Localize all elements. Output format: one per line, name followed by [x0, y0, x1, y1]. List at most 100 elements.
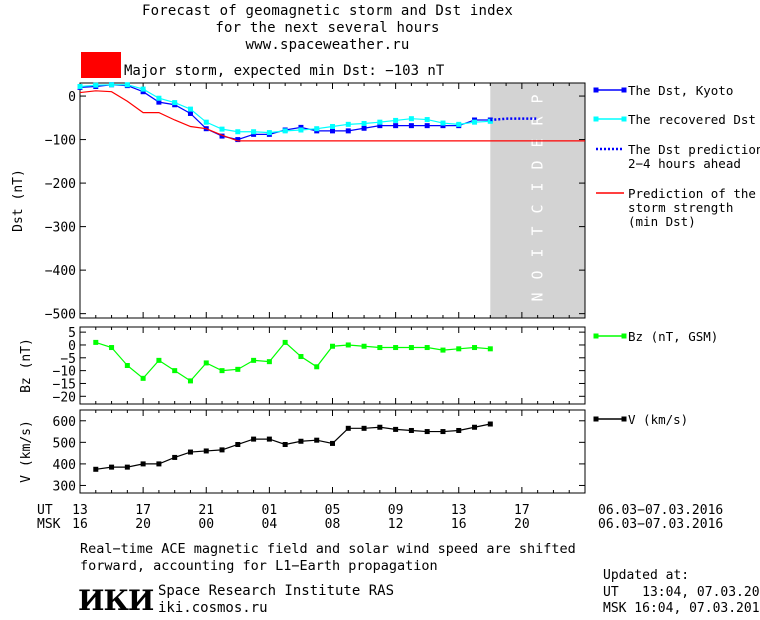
legend-label: (min Dst) [628, 214, 696, 229]
prediction-band-letter: E [529, 138, 547, 147]
v-km-s-point [140, 461, 146, 467]
ut-tick-label: 17 [514, 503, 530, 518]
institute-site[interactable]: iki.cosmos.ru [158, 600, 268, 616]
v-ytick-label: 600 [53, 415, 76, 430]
legend-marker [593, 333, 599, 339]
bz-nt-gsm-point [345, 342, 351, 348]
propagation-note-line-1: Real−time ACE magnetic field and solar w… [80, 541, 576, 557]
the-dst-kyoto-point [219, 133, 225, 139]
the-recovered-dst-point [298, 127, 304, 133]
title-line-3: www.spaceweather.ru [245, 37, 410, 53]
msk-tick-label: 04 [262, 517, 278, 532]
v-km-s-point [298, 438, 304, 444]
updated-ut: UT 13:04, 07.03.2016 [603, 585, 760, 600]
v-km-s-point [472, 424, 478, 430]
v-panel-frame [79, 409, 586, 494]
the-dst-kyoto-point [298, 124, 304, 130]
prediction-band [490, 83, 585, 318]
v-km-s-point [408, 427, 414, 433]
v-km-s-point [377, 424, 383, 430]
bz-nt-gsm-point [393, 345, 399, 351]
the-dst-kyoto-point [440, 123, 446, 129]
legend-marker [621, 87, 627, 93]
prediction-band-letter: P [529, 94, 547, 103]
the-dst-kyoto-point [187, 110, 193, 116]
v-ytick-label: 400 [53, 458, 76, 473]
bz-nt-gsm-point [109, 345, 115, 351]
ut-tick-label: 01 [262, 503, 278, 518]
the-recovered-dst-point [456, 121, 462, 127]
v-km-s-point [235, 441, 241, 447]
v-km-s-point [487, 421, 493, 427]
v-km-s-point [440, 429, 446, 435]
the-recovered-dst-point [408, 116, 414, 122]
bz-nt-gsm-point [330, 343, 335, 349]
bz-nt-gsm-point [203, 360, 209, 366]
v-km-s-point [314, 437, 320, 443]
bz-panel-frame [79, 326, 586, 405]
legend-label: V (km/s) [628, 412, 688, 427]
the-dst-kyoto-point [140, 89, 146, 95]
v-km-s-point [109, 464, 115, 470]
msk-tick-label: 20 [514, 517, 530, 532]
bz-nt-gsm-point [361, 343, 367, 349]
msk-tick-label: 16 [72, 517, 88, 532]
the-recovered-dst-point [235, 129, 241, 135]
bz-nt-gsm-point [298, 354, 304, 360]
the-recovered-dst-point [345, 121, 351, 127]
bz-ytick-label: −10 [53, 365, 76, 380]
the-recovered-dst-point [124, 82, 130, 88]
the-recovered-dst-point [282, 128, 288, 134]
bz-ytick-label: −15 [53, 377, 76, 392]
v-km-s-point [345, 425, 351, 431]
bz-nt-gsm-point [219, 368, 225, 374]
the-recovered-dst-point [377, 119, 383, 125]
bz-nt-gsm-point [377, 345, 383, 351]
updated-label: Updated at: [603, 568, 690, 583]
the-recovered-dst-point [77, 83, 83, 89]
the-dst-kyoto-point [156, 99, 162, 105]
storm-level-label: Major storm, expected min Dst: −103 nT [124, 63, 445, 79]
the-recovered-dst-point [487, 118, 493, 124]
the-dst-kyoto-point [393, 123, 399, 129]
v-km-s-line [95, 423, 491, 470]
dst-y-axis-label: Dst (nT) [11, 169, 26, 232]
bz-ytick-label: −20 [53, 390, 76, 405]
v-km-s-point [187, 449, 193, 455]
the-recovered-dst-point [251, 129, 257, 135]
legend-label: Bz (nT, GSM) [628, 329, 718, 344]
the-recovered-dst-point [109, 82, 115, 88]
bz-nt-gsm-point [282, 339, 288, 345]
v-y-axis-label: V (km/s) [19, 420, 34, 483]
legend-label: 2−4 hours ahead [628, 156, 741, 171]
dst-ytick-label: −200 [45, 177, 76, 192]
the-dst-kyoto-point [235, 137, 241, 143]
legend-label: The recovered Dst [628, 112, 756, 127]
v-km-s-point [424, 429, 430, 435]
legend-marker [621, 333, 627, 339]
the-recovered-dst-point [424, 117, 430, 123]
legend-marker [621, 416, 627, 422]
v-ytick-label: 500 [53, 436, 76, 451]
updated-msk: MSK 16:04, 07.03.2016 [603, 601, 760, 616]
dst-ytick-label: −300 [45, 221, 76, 236]
dst-ytick-label: −400 [45, 264, 76, 279]
msk-tick-label: 08 [325, 517, 341, 532]
bz-ytick-label: −5 [60, 352, 76, 367]
legend-marker [593, 87, 599, 93]
the-recovered-dst-point [219, 126, 225, 132]
prediction-band-letter: N [529, 292, 547, 301]
the-dst-kyoto-point [345, 128, 351, 134]
v-km-s-point [172, 454, 178, 460]
msk-tick-label: 20 [135, 517, 151, 532]
bz-nt-gsm-point [314, 364, 320, 370]
the-recovered-dst-point [330, 124, 335, 130]
the-recovered-dst-point [361, 120, 367, 126]
the-dst-kyoto-point [251, 131, 257, 137]
the-recovered-dst-point [440, 120, 446, 126]
the-dst-kyoto-point [377, 123, 383, 129]
legend-label: The Dst, Kyoto [628, 83, 733, 98]
bz-ytick-label: 5 [68, 326, 76, 341]
the-recovered-dst-point [156, 95, 162, 101]
